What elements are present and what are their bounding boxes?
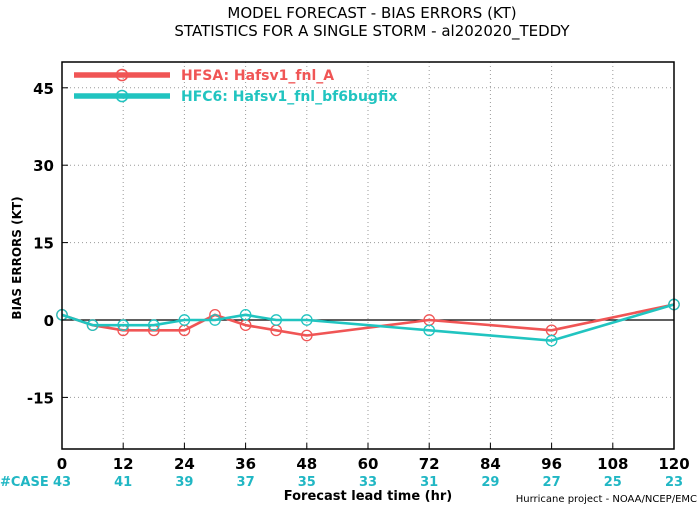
x-tick-label: 60	[358, 455, 379, 473]
case-count: 35	[298, 475, 316, 490]
legend-label: HFC6: Hafsv1_fnl_bf6bugfix	[181, 89, 397, 105]
y-tick-label: 0	[44, 312, 54, 330]
case-count: 37	[237, 475, 255, 490]
y-tick-label: -15	[27, 389, 54, 407]
series-point	[117, 319, 130, 332]
y-tick-label: 45	[33, 80, 54, 98]
x-axis-label: Forecast lead time (hr)	[284, 489, 452, 504]
case-label: #CASE	[0, 475, 49, 490]
series-point	[178, 314, 191, 326]
series-point	[86, 319, 99, 332]
x-tick-label: 108	[597, 455, 628, 473]
credit-text: Hurricane project - NOAA/NCEP/EMC	[516, 494, 697, 505]
y-tick-label: 15	[33, 235, 54, 253]
x-tick-label: 84	[480, 455, 501, 473]
x-tick-label: 72	[419, 455, 440, 473]
chart-title: MODEL FORECAST - BIAS ERRORS (KT)	[227, 4, 516, 22]
case-count: 23	[665, 475, 683, 490]
case-count: 39	[175, 475, 193, 490]
case-count: 33	[359, 475, 377, 490]
case-counts: 43 41 39 37 35 33 31 29 27 25 23	[53, 475, 683, 490]
series-point	[300, 329, 313, 342]
legend-marker	[115, 89, 129, 103]
case-count: 25	[604, 475, 622, 490]
legend-label: HFSA: Hafsv1_fnl_A	[181, 68, 334, 84]
series-point	[300, 314, 313, 326]
series-point	[270, 314, 283, 326]
legend: HFSA: Hafsv1_fnl_A HFC6: Hafsv1_fnl_bf6bu…	[74, 68, 397, 105]
legend-item-2: HFC6: Hafsv1_fnl_bf6bugfix	[74, 89, 397, 105]
series-point	[545, 334, 558, 347]
case-count: 31	[420, 475, 438, 490]
x-tick-label: 96	[541, 455, 562, 473]
case-count: 27	[543, 475, 561, 490]
series-point	[209, 314, 221, 326]
x-tick-label: 36	[235, 455, 256, 473]
y-axis-label: BIAS ERRORS (KT)	[10, 196, 24, 319]
x-tick-label: 0	[57, 455, 67, 473]
x-tick-label: 120	[658, 455, 689, 473]
case-count: 29	[481, 475, 499, 490]
y-tick-labels: -15 0 15 30 45	[27, 80, 68, 407]
y-tick-label: 30	[33, 157, 54, 175]
x-tick-label: 24	[174, 455, 195, 473]
x-tick-labels: 0 12 24 36 48 60 72 84 96 108 120	[57, 443, 690, 473]
series-point	[147, 319, 160, 332]
case-count: 41	[114, 475, 132, 490]
case-count: 43	[53, 475, 71, 490]
legend-item-1: HFSA: Hafsv1_fnl_A	[74, 68, 334, 84]
legend-marker	[115, 68, 129, 82]
grid-lines	[62, 62, 674, 449]
x-tick-label: 48	[296, 455, 317, 473]
x-tick-label: 12	[113, 455, 134, 473]
series-point	[423, 324, 436, 337]
series-point	[239, 308, 252, 321]
chart-subtitle: STATISTICS FOR A SINGLE STORM - al202020…	[174, 22, 570, 41]
